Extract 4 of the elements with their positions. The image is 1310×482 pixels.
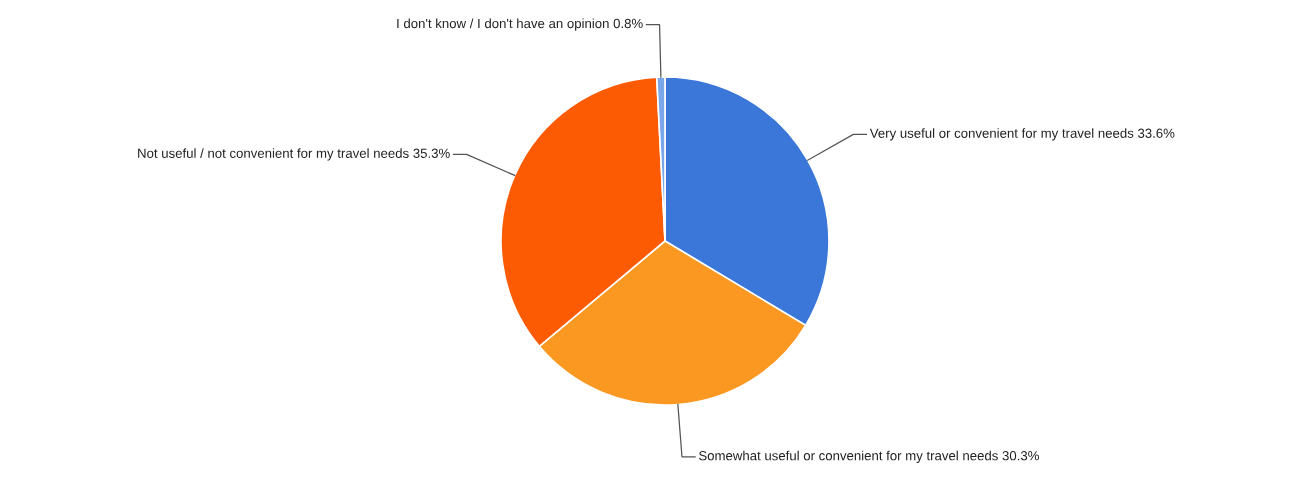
slice-label: Very useful or convenient for my travel needs 33.6% bbox=[869, 128, 1175, 141]
slice-label: I don't know / I don't have an opinion 0.8% bbox=[397, 18, 643, 31]
slice-label: Somewhat useful or convenient for my travel needs 30.3% bbox=[698, 450, 1039, 463]
slice-label: Not useful / not convenient for my travel needs 35.3% bbox=[138, 148, 450, 161]
